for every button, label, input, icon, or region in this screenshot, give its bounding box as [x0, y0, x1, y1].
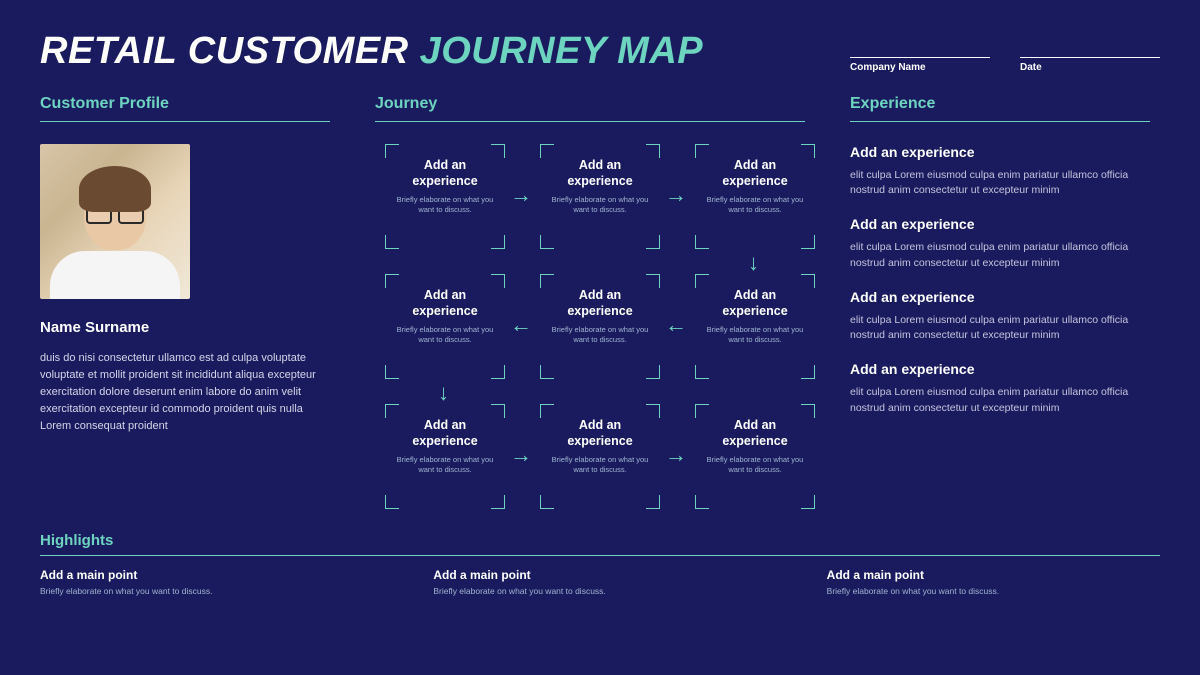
header: RETAIL CUSTOMER JOURNEY MAP Company Name…: [40, 30, 1160, 73]
journey-box-sub: Briefly elaborate on what you want to di…: [548, 195, 652, 215]
experience-desc: elit culpa Lorem eiusmod culpa enim pari…: [850, 168, 1150, 198]
journey-box-title: Add an experience: [393, 418, 497, 449]
highlight-sub: Briefly elaborate on what you want to di…: [40, 586, 373, 596]
journey-box-sub: Briefly elaborate on what you want to di…: [703, 455, 807, 475]
journey-box-sub: Briefly elaborate on what you want to di…: [548, 455, 652, 475]
flow-arrow-icon: ↓: [438, 382, 449, 404]
journey-box-title: Add an experience: [393, 158, 497, 189]
highlight-title: Add a main point: [433, 568, 766, 582]
profile-name: Name Surname: [40, 319, 330, 336]
highlight-sub: Briefly elaborate on what you want to di…: [433, 586, 766, 596]
journey-box-title: Add an experience: [703, 158, 807, 189]
highlight-item: Add a main point Briefly elaborate on wha…: [433, 568, 766, 596]
experience-title: Add an experience: [850, 216, 1150, 232]
company-name-field[interactable]: Company Name: [850, 57, 990, 73]
experience-desc: elit culpa Lorem eiusmod culpa enim pari…: [850, 313, 1150, 343]
highlight-title: Add a main point: [40, 568, 373, 582]
journey-box-title: Add an experience: [393, 288, 497, 319]
profile-description: duis do nisi consectetur ullamco est ad …: [40, 350, 330, 435]
experience-desc: elit culpa Lorem eiusmod culpa enim pari…: [850, 240, 1150, 270]
journey-column: Journey Add an experience Briefly elabora…: [375, 95, 805, 514]
experience-item: Add an experience elit culpa Lorem eiusmo…: [850, 144, 1150, 198]
experience-title: Add an experience: [850, 289, 1150, 305]
highlights-heading: Highlights: [40, 532, 1160, 556]
journey-box[interactable]: Add an experience Briefly elaborate on wh…: [540, 404, 660, 509]
experience-column: Experience Add an experience elit culpa L…: [850, 95, 1150, 514]
journey-box-sub: Briefly elaborate on what you want to di…: [548, 325, 652, 345]
customer-profile-column: Customer Profile Name Surname duis do ni…: [40, 95, 330, 514]
highlight-item: Add a main point Briefly elaborate on wha…: [40, 568, 373, 596]
journey-grid: Add an experience Briefly elaborate on wh…: [375, 144, 805, 514]
highlights-section: Highlights Add a main point Briefly elabo…: [40, 532, 1160, 596]
journey-box[interactable]: Add an experience Briefly elaborate on wh…: [385, 404, 505, 509]
experience-desc: elit culpa Lorem eiusmod culpa enim pari…: [850, 385, 1150, 415]
journey-heading: Journey: [375, 95, 805, 122]
page-title: RETAIL CUSTOMER JOURNEY MAP: [40, 30, 850, 73]
flow-arrow-icon: ←: [665, 314, 687, 336]
highlight-title: Add a main point: [827, 568, 1160, 582]
journey-box[interactable]: Add an experience Briefly elaborate on wh…: [695, 274, 815, 379]
flow-arrow-icon: →: [665, 444, 687, 466]
journey-box-sub: Briefly elaborate on what you want to di…: [393, 195, 497, 215]
main-columns: Customer Profile Name Surname duis do ni…: [40, 95, 1160, 514]
journey-box-sub: Briefly elaborate on what you want to di…: [703, 195, 807, 215]
flow-arrow-icon: →: [510, 184, 532, 206]
experience-item: Add an experience elit culpa Lorem eiusmo…: [850, 289, 1150, 343]
flow-arrow-icon: →: [510, 444, 532, 466]
journey-box[interactable]: Add an experience Briefly elaborate on wh…: [385, 274, 505, 379]
journey-box-title: Add an experience: [548, 158, 652, 189]
journey-box-title: Add an experience: [548, 288, 652, 319]
highlights-row: Add a main point Briefly elaborate on wha…: [40, 568, 1160, 596]
journey-box[interactable]: Add an experience Briefly elaborate on wh…: [695, 404, 815, 509]
profile-heading: Customer Profile: [40, 95, 330, 122]
journey-box-title: Add an experience: [548, 418, 652, 449]
experience-heading: Experience: [850, 95, 1150, 122]
title-part-1: RETAIL CUSTOMER: [40, 30, 420, 72]
experience-title: Add an experience: [850, 361, 1150, 377]
profile-avatar: [40, 144, 190, 299]
highlight-item: Add a main point Briefly elaborate on wha…: [827, 568, 1160, 596]
experience-list: Add an experience elit culpa Lorem eiusmo…: [850, 144, 1150, 416]
journey-box-sub: Briefly elaborate on what you want to di…: [393, 325, 497, 345]
journey-box-sub: Briefly elaborate on what you want to di…: [393, 455, 497, 475]
title-part-2: JOURNEY MAP: [420, 30, 704, 72]
journey-box[interactable]: Add an experience Briefly elaborate on wh…: [540, 274, 660, 379]
journey-box-title: Add an experience: [703, 418, 807, 449]
flow-arrow-icon: ←: [510, 314, 532, 336]
flow-arrow-icon: ↓: [748, 252, 759, 274]
journey-box-title: Add an experience: [703, 288, 807, 319]
journey-box-sub: Briefly elaborate on what you want to di…: [703, 325, 807, 345]
journey-box[interactable]: Add an experience Briefly elaborate on wh…: [385, 144, 505, 249]
meta-fields: Company Name Date: [850, 57, 1160, 73]
journey-box[interactable]: Add an experience Briefly elaborate on wh…: [695, 144, 815, 249]
experience-item: Add an experience elit culpa Lorem eiusmo…: [850, 361, 1150, 415]
flow-arrow-icon: →: [665, 184, 687, 206]
journey-box[interactable]: Add an experience Briefly elaborate on wh…: [540, 144, 660, 249]
highlight-sub: Briefly elaborate on what you want to di…: [827, 586, 1160, 596]
experience-item: Add an experience elit culpa Lorem eiusmo…: [850, 216, 1150, 270]
date-field[interactable]: Date: [1020, 57, 1160, 73]
experience-title: Add an experience: [850, 144, 1150, 160]
